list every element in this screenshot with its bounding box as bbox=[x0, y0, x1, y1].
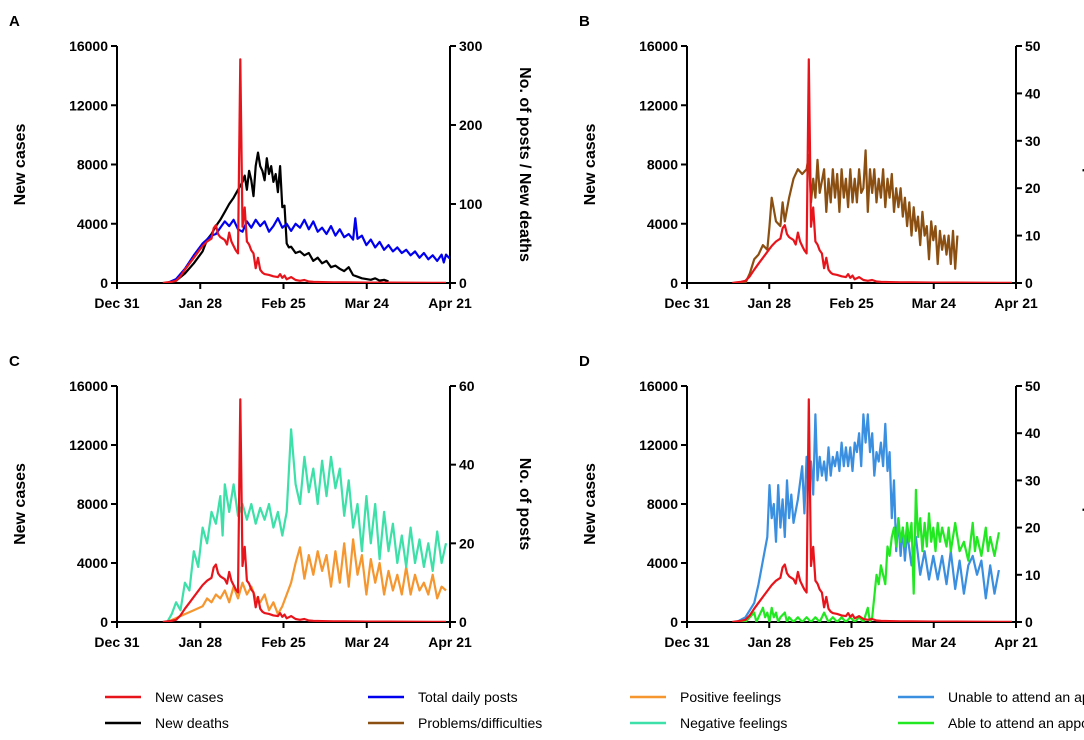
x-tick-label: Feb 25 bbox=[261, 295, 306, 311]
right-tick-label: 0 bbox=[459, 614, 467, 630]
series-line-new-cases bbox=[732, 398, 1013, 622]
series-line-negative-feelings bbox=[166, 428, 448, 622]
x-tick-label: Jan 28 bbox=[178, 634, 222, 650]
right-tick-label: 50 bbox=[1025, 378, 1041, 394]
series-line-problems-difficulties bbox=[736, 149, 959, 283]
right-tick-label: 30 bbox=[1025, 133, 1041, 149]
right-tick-label: 40 bbox=[1025, 425, 1041, 441]
x-tick-label: Mar 24 bbox=[345, 634, 390, 650]
x-tick-label: Dec 31 bbox=[94, 634, 139, 650]
panel-label: A bbox=[9, 13, 20, 30]
x-tick-label: Mar 24 bbox=[345, 295, 390, 311]
left-tick-label: 4000 bbox=[647, 555, 678, 571]
y2-axis-title: No. of posts bbox=[1082, 458, 1084, 551]
x-tick-label: Jan 28 bbox=[178, 295, 222, 311]
right-tick-label: 10 bbox=[1025, 567, 1041, 583]
x-tick-label: Jan 28 bbox=[747, 295, 791, 311]
panel-label: B bbox=[579, 13, 590, 30]
left-tick-label: 0 bbox=[100, 614, 108, 630]
left-tick-label: 0 bbox=[670, 614, 678, 630]
left-tick-label: 12000 bbox=[639, 97, 678, 113]
series-line-new-deaths bbox=[166, 151, 389, 283]
right-tick-label: 30 bbox=[1025, 472, 1041, 488]
panel-c: C 0 4000 8000 12000 16000 0 20 40 60 Dec 31 Jan 28 F… bbox=[9, 353, 533, 650]
right-tick-label: 20 bbox=[1025, 180, 1041, 196]
left-tick-label: 4000 bbox=[77, 216, 108, 232]
left-tick-label: 4000 bbox=[647, 216, 678, 232]
left-tick-label: 0 bbox=[100, 275, 108, 291]
left-tick-label: 4000 bbox=[77, 555, 108, 571]
legend-label: New cases bbox=[155, 689, 223, 705]
panel-label: D bbox=[579, 353, 590, 370]
left-tick-label: 16000 bbox=[639, 378, 678, 394]
right-tick-label: 40 bbox=[1025, 85, 1041, 101]
y2-axis-title: No. of posts bbox=[516, 458, 533, 551]
series-line-positive-feelings bbox=[166, 538, 447, 622]
y-axis-title: New cases bbox=[12, 123, 29, 205]
x-tick-label: Apr 21 bbox=[428, 295, 472, 311]
series-line-total-daily-posts bbox=[166, 217, 450, 283]
left-tick-label: 16000 bbox=[69, 38, 108, 54]
x-tick-label: Jan 28 bbox=[747, 634, 791, 650]
x-tick-label: Apr 21 bbox=[994, 634, 1038, 650]
y2-axis-title: No. of posts bbox=[1082, 118, 1084, 211]
panel-b: B 0 4000 8000 12000 16000 0 10 20 30 40 50 Dec 31 Jan… bbox=[579, 13, 1084, 311]
x-tick-label: Mar 24 bbox=[912, 295, 957, 311]
panel-label: C bbox=[9, 353, 20, 370]
left-tick-label: 8000 bbox=[77, 157, 108, 173]
x-tick-label: Feb 25 bbox=[261, 634, 306, 650]
right-tick-label: 300 bbox=[459, 38, 483, 54]
y-axis-title: New cases bbox=[582, 123, 599, 205]
left-tick-label: 0 bbox=[670, 275, 678, 291]
x-tick-label: Mar 24 bbox=[912, 634, 957, 650]
left-tick-label: 12000 bbox=[639, 437, 678, 453]
x-tick-label: Apr 21 bbox=[994, 295, 1038, 311]
left-tick-label: 8000 bbox=[647, 496, 678, 512]
series-line-new-cases bbox=[162, 58, 447, 283]
x-tick-label: Feb 25 bbox=[829, 295, 874, 311]
left-tick-label: 16000 bbox=[639, 38, 678, 54]
legend-label: Negative feelings bbox=[680, 715, 787, 731]
right-tick-label: 50 bbox=[1025, 38, 1041, 54]
legend-label: Total daily posts bbox=[418, 689, 518, 705]
x-tick-label: Dec 31 bbox=[664, 295, 709, 311]
legend-label: Problems/difficulties bbox=[418, 715, 542, 731]
left-tick-label: 8000 bbox=[647, 157, 678, 173]
y-axis-title: New cases bbox=[12, 463, 29, 545]
y-axis-title: New cases bbox=[582, 463, 599, 545]
right-tick-label: 20 bbox=[459, 535, 475, 551]
legend-label: Able to attend an appointment bbox=[948, 715, 1084, 731]
legend-label: Positive feelings bbox=[680, 689, 781, 705]
right-tick-label: 10 bbox=[1025, 228, 1041, 244]
panel-d: D 0 4000 8000 12000 16000 0 10 20 30 40 50 Dec 31 Jan… bbox=[579, 353, 1084, 650]
panel-a: A 0 4000 8000 12000 16000 0 100 200 300 Dec 31 Jan … bbox=[9, 13, 533, 311]
left-tick-label: 12000 bbox=[69, 97, 108, 113]
left-tick-label: 12000 bbox=[69, 437, 108, 453]
right-tick-label: 0 bbox=[459, 275, 467, 291]
x-tick-label: Dec 31 bbox=[94, 295, 139, 311]
y2-axis-title: No. of posts / New deaths bbox=[516, 67, 533, 262]
x-tick-label: Apr 21 bbox=[428, 634, 472, 650]
right-tick-label: 20 bbox=[1025, 520, 1041, 536]
x-tick-label: Dec 31 bbox=[664, 634, 709, 650]
x-tick-label: Feb 25 bbox=[829, 634, 874, 650]
series-line-unable-to-attend-an-appointment bbox=[736, 413, 1000, 622]
legend: New cases New deaths Total daily posts Prob… bbox=[105, 689, 1084, 731]
series-line-new-cases bbox=[162, 398, 447, 622]
right-tick-label: 40 bbox=[459, 457, 475, 473]
right-tick-label: 60 bbox=[459, 378, 475, 394]
legend-label: Unable to attend an appointment bbox=[948, 689, 1084, 705]
left-tick-label: 16000 bbox=[69, 378, 108, 394]
series-line-able-to-attend-an-appointment bbox=[736, 488, 1000, 622]
right-tick-label: 0 bbox=[1025, 275, 1033, 291]
right-tick-label: 200 bbox=[459, 117, 483, 133]
right-tick-label: 100 bbox=[459, 196, 483, 212]
legend-label: New deaths bbox=[155, 715, 229, 731]
right-tick-label: 0 bbox=[1025, 614, 1033, 630]
left-tick-label: 8000 bbox=[77, 496, 108, 512]
series-line-new-cases bbox=[732, 58, 1013, 283]
